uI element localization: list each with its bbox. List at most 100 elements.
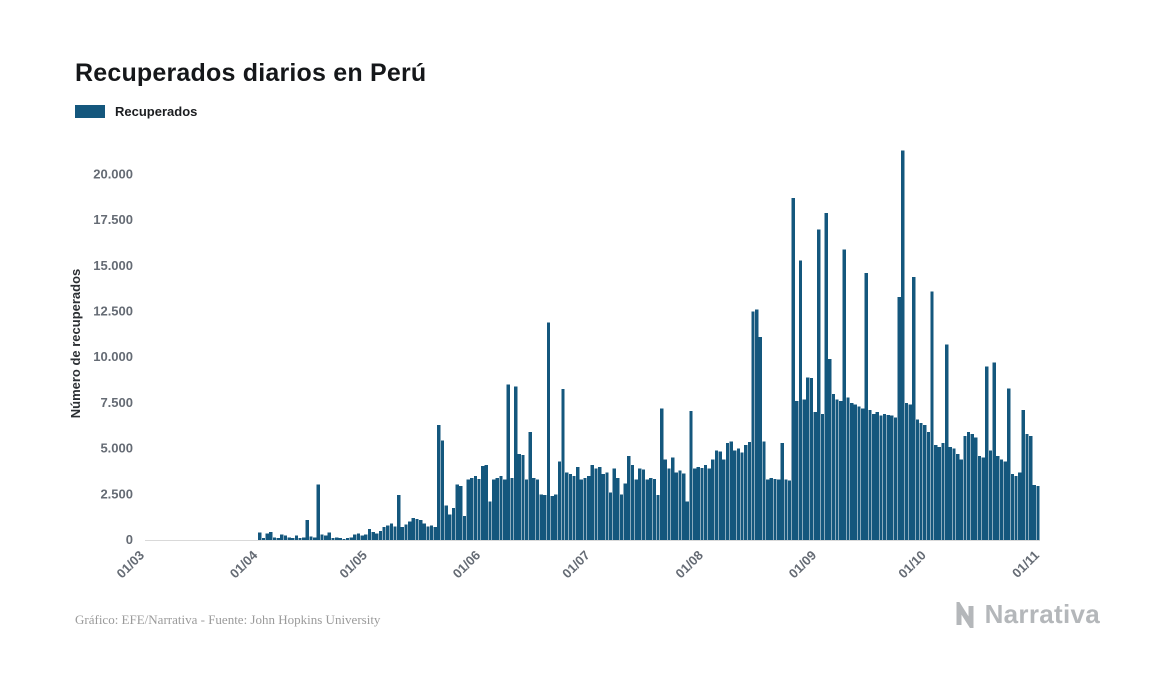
bar[interactable] [459, 486, 463, 540]
bar[interactable] [963, 435, 967, 540]
bar[interactable] [667, 468, 671, 540]
bar[interactable] [550, 496, 554, 540]
bar[interactable] [974, 437, 978, 540]
bar[interactable] [820, 413, 825, 540]
bar[interactable] [327, 532, 331, 540]
bar[interactable] [649, 477, 653, 540]
bar[interactable] [747, 442, 752, 540]
bar[interactable] [298, 538, 302, 540]
bar[interactable] [484, 465, 489, 540]
bar[interactable] [802, 399, 806, 540]
bar[interactable] [970, 433, 974, 540]
bar[interactable] [923, 424, 927, 540]
bar[interactable] [349, 537, 353, 540]
bar[interactable] [386, 525, 390, 540]
bar[interactable] [488, 501, 492, 540]
bar[interactable] [959, 459, 963, 540]
bar[interactable] [400, 527, 404, 540]
bar[interactable] [287, 537, 291, 540]
bar[interactable] [535, 479, 540, 540]
bar[interactable] [846, 397, 850, 540]
bar[interactable] [565, 472, 569, 540]
bar[interactable] [824, 212, 828, 541]
bar[interactable] [776, 479, 781, 540]
bar[interactable] [422, 523, 426, 540]
bar[interactable] [981, 457, 985, 540]
bar[interactable] [1018, 472, 1022, 540]
bar[interactable] [616, 477, 620, 540]
bar[interactable] [985, 366, 989, 540]
bar[interactable] [481, 465, 485, 540]
bar[interactable] [795, 401, 799, 540]
bar[interactable] [473, 476, 478, 540]
bar[interactable] [451, 508, 456, 540]
bar[interactable] [875, 412, 879, 540]
bar[interactable] [700, 467, 704, 540]
bar[interactable] [864, 273, 868, 540]
bar[interactable] [755, 309, 759, 540]
bar[interactable] [1014, 476, 1018, 540]
bar[interactable] [495, 477, 499, 540]
legend-item-recuperados[interactable]: Recuperados [75, 104, 197, 119]
bar[interactable] [988, 450, 993, 540]
bar[interactable] [345, 538, 350, 540]
bar[interactable] [904, 402, 909, 540]
bar[interactable] [638, 468, 642, 540]
bar[interactable] [258, 532, 262, 540]
bar[interactable] [893, 417, 898, 540]
bar[interactable] [952, 448, 956, 540]
bar[interactable] [806, 377, 810, 540]
bar[interactable] [269, 531, 273, 540]
bar[interactable] [671, 457, 675, 540]
bar[interactable] [261, 538, 266, 540]
bar[interactable] [919, 423, 923, 540]
bar[interactable] [915, 419, 920, 540]
bar[interactable] [861, 408, 865, 540]
bar[interactable] [630, 465, 635, 540]
bar[interactable] [1025, 433, 1029, 540]
bar[interactable] [608, 492, 613, 540]
bar[interactable] [850, 402, 854, 540]
bar[interactable] [546, 322, 551, 540]
bar[interactable] [291, 538, 295, 540]
bar[interactable] [627, 455, 631, 540]
bar[interactable] [879, 415, 883, 540]
bar[interactable] [696, 466, 700, 540]
bar[interactable] [773, 478, 777, 540]
bar[interactable] [839, 401, 843, 540]
bar[interactable] [831, 393, 836, 540]
bar[interactable] [283, 535, 288, 540]
bar[interactable] [302, 537, 306, 540]
bar[interactable] [857, 406, 861, 540]
bar[interactable] [353, 534, 357, 540]
bar[interactable] [590, 465, 594, 540]
bar[interactable] [437, 424, 441, 540]
bar[interactable] [641, 469, 646, 540]
bar[interactable] [817, 229, 821, 540]
bar[interactable] [937, 446, 941, 540]
bar[interactable] [908, 404, 912, 540]
bar[interactable] [367, 529, 372, 540]
bar[interactable] [707, 468, 711, 540]
bar[interactable] [393, 526, 397, 540]
bar[interactable] [294, 535, 299, 540]
bar[interactable] [389, 523, 394, 540]
bar[interactable] [992, 362, 996, 540]
bar[interactable] [619, 494, 624, 540]
bar[interactable] [966, 432, 971, 540]
bar[interactable] [809, 378, 814, 540]
bar[interactable] [1003, 461, 1007, 540]
bar[interactable] [780, 443, 784, 540]
bar[interactable] [934, 444, 938, 540]
bar[interactable] [1032, 485, 1036, 540]
bar[interactable] [1021, 410, 1026, 540]
bar[interactable] [444, 505, 448, 540]
bar[interactable] [356, 533, 361, 540]
bar[interactable] [769, 477, 773, 540]
bar[interactable] [711, 459, 715, 540]
bar[interactable] [543, 495, 547, 540]
bar[interactable] [265, 533, 269, 540]
bar[interactable] [503, 479, 507, 540]
bar[interactable] [576, 466, 580, 540]
bar[interactable] [678, 470, 682, 540]
